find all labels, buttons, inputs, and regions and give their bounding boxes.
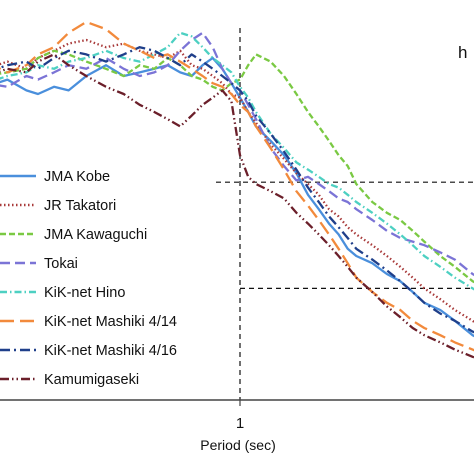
legend-label-3: JMA Kawaguchi: [44, 227, 147, 243]
series-line-5: [0, 31, 474, 291]
x-ticks: 1: [236, 400, 244, 432]
legend-background: [0, 162, 212, 370]
legend-label-1: JMA Kobe: [44, 169, 110, 185]
legend-label-2: JR Takatori: [44, 198, 116, 214]
reference-lines: [0, 28, 474, 400]
series-line-7: [0, 46, 474, 334]
series-layer: [0, 20, 474, 359]
series-line-6: [0, 20, 474, 352]
legend-label-5: KiK-net Hino: [44, 285, 125, 301]
x-axis-title: Period (sec): [200, 437, 275, 453]
legend-label-7: KiK-net Mashiki 4/16: [44, 343, 177, 359]
legend: JMA Kobe JR Takatori JMA Kawaguchi Tokai KiK…: [0, 162, 212, 388]
series-line-8: [0, 53, 474, 359]
panel-label: h: [458, 43, 467, 62]
legend-label-8: Kamumigaseki: [44, 372, 139, 388]
x-tick-label-1: 1: [236, 415, 244, 432]
legend-label-6: KiK-net Mashiki 4/14: [44, 314, 177, 330]
series-line-4: [0, 31, 474, 277]
legend-label-4: Tokai: [44, 256, 78, 272]
